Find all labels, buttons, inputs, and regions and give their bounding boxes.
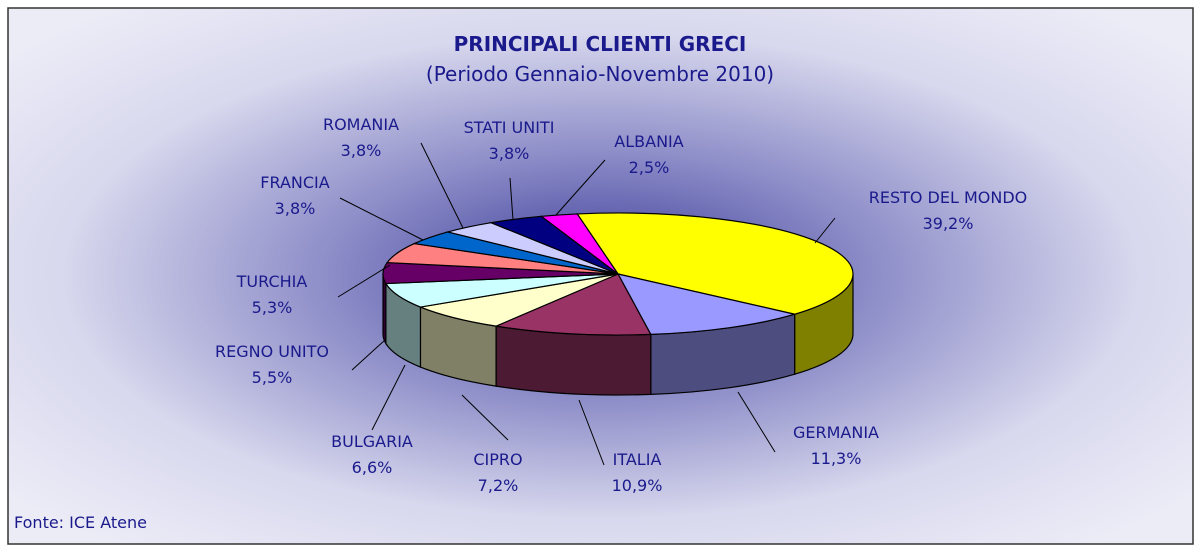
slice [576, 212, 854, 315]
slice-label: ITALIA [613, 450, 662, 469]
leader-line [337, 264, 391, 298]
slice-value-label: 10,9% [612, 476, 663, 495]
source-note: Fonte: ICE Atene [14, 513, 147, 532]
slice-label: FRANCIA [260, 173, 329, 192]
slice-value-label: 5,3% [252, 298, 293, 317]
slice-label: ALBANIA [614, 132, 683, 151]
slice-label: ROMANIA [323, 115, 399, 134]
leader-line [814, 217, 836, 244]
chart-title: PRINCIPALI CLIENTI GRECI [454, 32, 747, 56]
pie [382, 212, 854, 396]
slice [418, 273, 619, 327]
slice-value-label: 5,5% [252, 368, 293, 387]
slice [539, 213, 619, 275]
slice-value-label: 3,8% [489, 144, 530, 163]
slice-value-label: 3,8% [275, 199, 316, 218]
leader-line [555, 159, 606, 216]
slice-label: TURCHIA [236, 272, 308, 291]
slice-value-label: 2,5% [629, 158, 670, 177]
slice-side [495, 325, 652, 396]
slice [616, 273, 798, 336]
slice-label: STATI UNITI [464, 118, 555, 137]
slice-side [382, 273, 387, 346]
slice-value-label: 39,2% [923, 214, 974, 233]
leader-line [461, 394, 509, 441]
slice-value-label: 6,6% [352, 458, 393, 477]
slice [493, 273, 652, 336]
leader-line [509, 177, 514, 221]
leader-line [578, 399, 605, 466]
slice-value-label: 11,3% [811, 449, 862, 468]
slice-label: REGNO UNITO [215, 342, 329, 361]
leader-line [339, 197, 424, 241]
slice-label: GERMANIA [793, 423, 879, 442]
leader-line [420, 142, 464, 229]
slice-label: BULGARIA [331, 432, 413, 451]
slice-value-label: 7,2% [478, 476, 519, 495]
leader-line [351, 339, 386, 371]
leader-line [737, 391, 776, 453]
chart-subtitle: (Periodo Gennaio-Novembre 2010) [426, 62, 774, 86]
slice-label: RESTO DEL MONDO [869, 188, 1028, 207]
slice-label: CIPRO [473, 450, 522, 469]
leader-line [371, 364, 406, 431]
slice-value-label: 3,8% [341, 141, 382, 160]
